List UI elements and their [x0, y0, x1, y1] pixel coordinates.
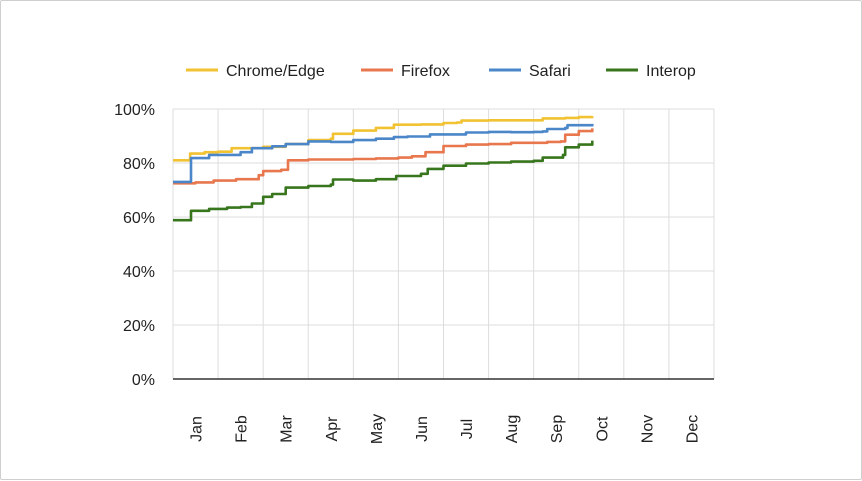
x-tick-label-sep: Sep — [549, 415, 566, 444]
legend: Chrome/Edge Firefox Safari Interop — [186, 63, 696, 80]
x-tick-label-jul: Jul — [459, 419, 476, 439]
y-tick-label-3: 60% — [123, 210, 155, 227]
x-tick-label-mar: Mar — [279, 415, 296, 443]
x-tick-label-jan: Jan — [189, 416, 206, 442]
y-tick-label-0: 0% — [132, 372, 155, 389]
x-tick-label-oct: Oct — [594, 416, 611, 441]
legend-label-safari: Safari — [529, 63, 571, 80]
series-line-interop — [173, 140, 594, 222]
legend-label-firefox: Firefox — [401, 63, 450, 80]
tick-labels: 0% 20% 40% 60% 80% 100% Jan Feb Mar Apr May Jun Jul A… — [114, 102, 701, 444]
y-tick-label-1: 20% — [123, 318, 155, 335]
legend-label-interop: Interop — [646, 63, 696, 80]
legend-label-chrome-edge: Chrome/Edge — [226, 63, 325, 80]
x-tick-label-dec: Dec — [684, 415, 701, 443]
series-line-safari — [173, 123, 594, 184]
y-tick-label-4: 80% — [123, 156, 155, 173]
x-tick-label-aug: Aug — [504, 415, 521, 443]
x-tick-label-jun: Jun — [414, 416, 431, 442]
chart-background — [89, 37, 751, 437]
x-tick-label-may: May — [369, 414, 386, 444]
grid-lines — [172, 108, 715, 379]
x-tick-label-feb: Feb — [234, 415, 251, 443]
x-tick-label-apr: Apr — [324, 416, 341, 442]
series-line-chrome-edge — [173, 115, 594, 162]
x-tick-label-nov: Nov — [639, 415, 656, 443]
y-tick-label-5: 100% — [114, 102, 155, 119]
series-lines — [173, 115, 594, 222]
y-tick-label-2: 40% — [123, 264, 155, 281]
series-line-firefox — [173, 128, 594, 185]
